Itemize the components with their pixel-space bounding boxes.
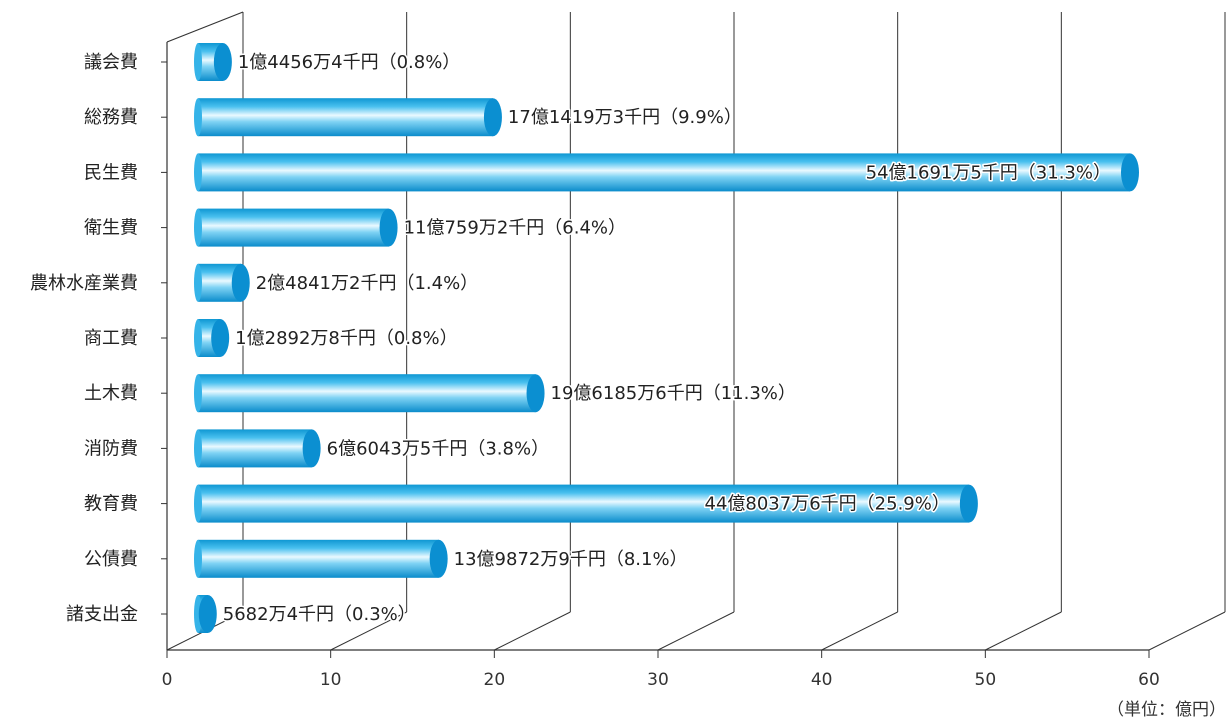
data-label: 2億4841万2千円（1.4%）	[256, 273, 478, 294]
bar-end-cap	[302, 429, 321, 468]
data-label: 1億4456万4千円（0.8%）	[238, 52, 460, 73]
data-label: 13億9872万9千円（8.1%）	[454, 549, 688, 570]
bar-start-cap	[194, 539, 202, 578]
bar-body	[198, 208, 389, 247]
bar	[194, 98, 502, 137]
x-tick-label: 40	[811, 670, 833, 690]
depth-line	[494, 611, 571, 651]
category-label: 消防費	[84, 438, 138, 459]
bar	[194, 43, 232, 81]
top-depth-edge	[166, 11, 244, 43]
bar-end-cap	[379, 208, 398, 247]
x-tick-label: 60	[1138, 670, 1160, 690]
category-label: 諸支出金	[66, 604, 138, 625]
depth-line	[1148, 611, 1226, 651]
x-tick-label: 0	[162, 670, 173, 690]
category-label: 民生費	[84, 162, 138, 183]
data-label: 44億8037万6千円（25.9%）	[705, 494, 950, 515]
bars	[194, 43, 1139, 633]
category-label: 議会費	[84, 52, 138, 73]
x-tick-label: 50	[975, 670, 997, 690]
bar	[194, 595, 217, 633]
bar	[194, 208, 398, 247]
bar-end-cap	[198, 595, 217, 633]
bar-end-cap	[213, 43, 232, 81]
bar-start-cap	[194, 319, 202, 357]
bar-start-cap	[194, 208, 202, 247]
x-tick-label: 10	[320, 670, 342, 690]
bar	[194, 263, 250, 302]
bar	[194, 374, 545, 413]
bar-start-cap	[194, 43, 202, 81]
data-label: 19億6185万6千円（11.3%）	[551, 383, 796, 404]
bar-start-cap	[194, 153, 202, 192]
bar	[194, 153, 1139, 192]
bar-body	[198, 484, 969, 523]
bar-start-cap	[194, 429, 202, 468]
x-tick-label: 30	[647, 670, 669, 690]
bar-start-cap	[194, 263, 202, 302]
bar	[194, 319, 230, 357]
bar-end-cap	[959, 484, 978, 523]
data-label: 1億2892万8千円（0.8%）	[235, 328, 457, 349]
data-label: 17億1419万3千円（9.9%）	[508, 107, 742, 128]
bar-end-cap	[211, 319, 230, 357]
bar-start-cap	[194, 374, 202, 413]
bar-body	[198, 98, 493, 137]
bar-end-cap	[526, 374, 545, 413]
data-label: 54億1691万5千円（31.3%）	[866, 162, 1111, 183]
category-label: 公債費	[84, 549, 138, 570]
bar	[194, 429, 321, 468]
x-tick-label: 20	[484, 670, 506, 690]
category-label: 商工費	[84, 328, 138, 349]
bar-start-cap	[194, 484, 202, 523]
labels: 0 10 20 30 40 50 60 議会費 1億4456万4千円（0.8%） 総務費 17億14…	[30, 51, 1226, 721]
bar-end-cap	[429, 539, 448, 578]
bar	[194, 484, 978, 523]
data-label: 6億6043万5千円（3.8%）	[327, 438, 549, 459]
category-label: 土木費	[84, 383, 138, 404]
bar-body	[198, 429, 312, 468]
category-label: 総務費	[84, 107, 138, 128]
bar-end-cap	[483, 98, 502, 137]
unit-label: （単位：億円）	[1107, 700, 1226, 720]
bar-end-cap	[231, 263, 250, 302]
depth-line	[985, 611, 1062, 651]
bar-start-cap	[194, 98, 202, 137]
bar-body	[198, 539, 439, 578]
category-label: 衛生費	[84, 218, 138, 239]
depth-line	[821, 611, 898, 651]
bar-end-cap	[1121, 153, 1139, 192]
category-label: 農林水産業費	[30, 273, 138, 294]
data-label: 5682万4千円（0.3%）	[223, 604, 416, 625]
category-label: 教育費	[84, 494, 138, 515]
bar-body	[198, 374, 536, 413]
depth-line	[657, 611, 735, 651]
bar-body	[198, 153, 1130, 192]
bar	[194, 539, 448, 578]
data-label: 11億759万2千円（6.4%）	[404, 218, 626, 239]
depth-line	[330, 611, 407, 651]
